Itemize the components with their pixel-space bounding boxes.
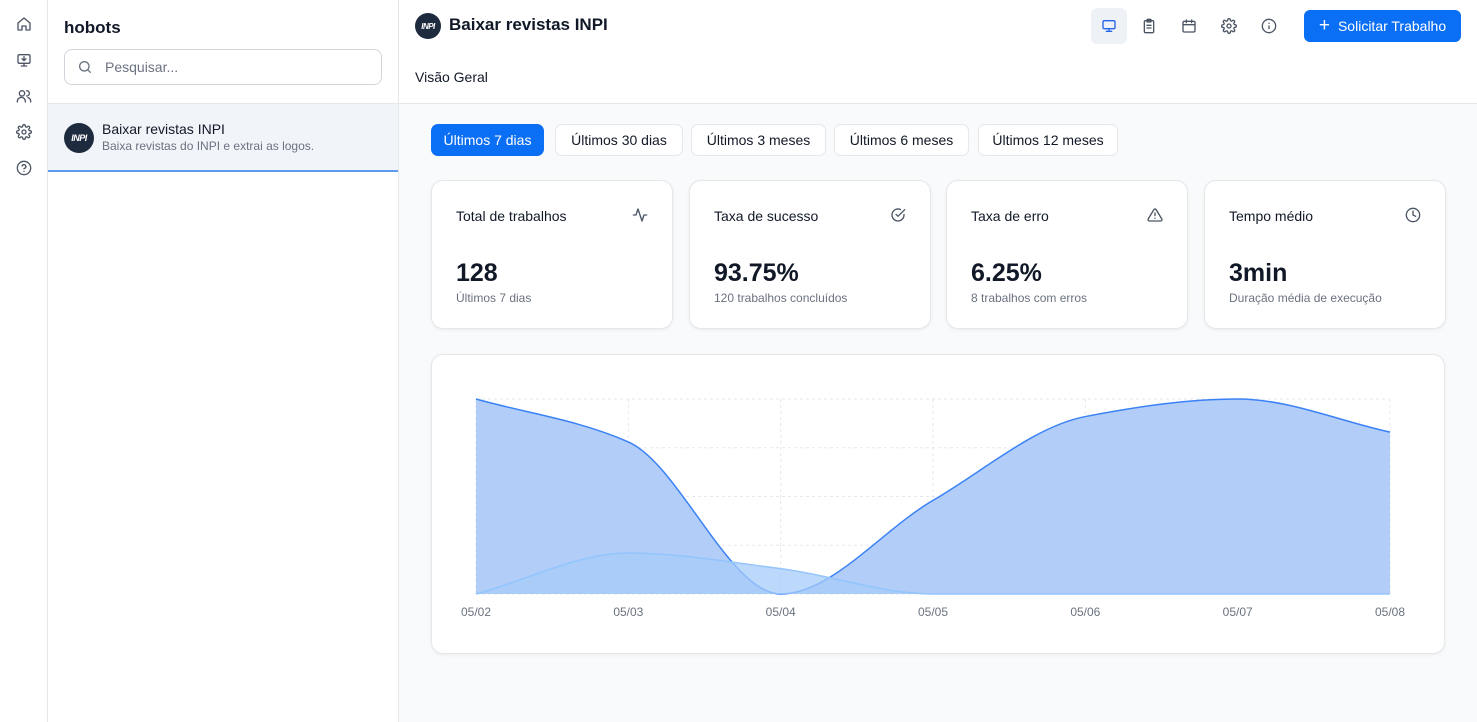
jobs-area-chart: 05/02 05/03 05/04 05/05 05/06 05/07 05/08 <box>461 398 1405 619</box>
request-job-label: Solicitar Trabalho <box>1337 18 1447 34</box>
bot-list-item[interactable]: INPI Baixar revistas INPI Baixa revistas… <box>48 104 398 172</box>
range-6-months[interactable]: Últimos 6 meses <box>834 124 969 156</box>
stat-card-total-jobs: Total de trabalhos 128 Últimos 7 dias <box>431 180 673 329</box>
stat-card-error-rate: Taxa de erro 6.25% 8 trabalhos com erros <box>946 180 1188 329</box>
clock-icon <box>1405 207 1421 223</box>
help-icon[interactable] <box>12 156 36 180</box>
series-1-line <box>475 398 1391 595</box>
request-job-button[interactable]: + Solicitar Trabalho <box>1304 10 1461 42</box>
x-tick-label: 05/08 <box>1375 605 1405 619</box>
stat-subtitle: 120 trabalhos concluídos <box>714 291 848 305</box>
range-12-months[interactable]: Últimos 12 meses <box>978 124 1118 156</box>
stat-card-success-rate: Taxa de sucesso 93.75% 120 trabalhos con… <box>689 180 931 329</box>
bot-title: Baixar revistas INPI <box>102 121 225 137</box>
sidebar: hobots INPI Baixar revistas INPI Baixa r… <box>48 0 399 722</box>
x-tick-label: 05/04 <box>766 605 796 619</box>
search-icon <box>79 60 91 73</box>
search-box[interactable] <box>64 49 382 85</box>
series-1-area <box>476 399 1390 594</box>
home-icon[interactable] <box>12 12 36 36</box>
stat-subtitle: 8 trabalhos com erros <box>971 291 1088 305</box>
sidebar-divider <box>48 103 398 104</box>
x-tick-label: 05/06 <box>1070 605 1100 619</box>
range-30-days[interactable]: Últimos 30 dias <box>555 124 683 156</box>
warning-icon <box>1147 207 1163 223</box>
app-name: hobots <box>64 18 121 37</box>
stat-value: 93.75% <box>714 259 799 287</box>
stat-value: 128 <box>456 259 498 287</box>
page-header: INPI Baixar revistas INPI Visão Geral + … <box>399 0 1477 104</box>
gear-icon[interactable] <box>12 120 36 144</box>
tab-overview[interactable]: Visão Geral <box>415 69 488 85</box>
plus-icon: + <box>1318 14 1330 36</box>
stat-title: Taxa de erro <box>971 208 1049 224</box>
stat-subtitle: Últimos 7 dias <box>456 291 532 305</box>
stat-value: 3min <box>1229 259 1288 287</box>
bot-description: Baixa revistas do INPI e extrai as logos… <box>102 139 315 153</box>
x-tick-label: 05/05 <box>918 605 948 619</box>
main-content: Últimos 7 dias Últimos 30 dias Últimos 3… <box>399 104 1477 722</box>
page-title: Baixar revistas INPI <box>449 15 608 34</box>
stat-card-average-time: Tempo médio 3min Duração média de execuç… <box>1204 180 1446 329</box>
bot-logo: INPI <box>64 123 94 153</box>
activity-icon <box>632 207 648 223</box>
header-logo: INPI <box>415 13 441 39</box>
monitor-download-icon[interactable] <box>12 48 36 72</box>
gear-icon[interactable] <box>1211 8 1247 44</box>
check-circle-icon <box>890 207 906 223</box>
stat-subtitle: Duração média de execução <box>1229 291 1382 305</box>
stat-title: Total de trabalhos <box>456 208 567 224</box>
x-tick-label: 05/07 <box>1223 605 1253 619</box>
stat-title: Tempo médio <box>1229 208 1314 224</box>
monitor-icon[interactable] <box>1091 8 1127 44</box>
icon-rail <box>0 0 48 722</box>
jobs-chart-card: 05/02 05/03 05/04 05/05 05/06 05/07 05/08 <box>431 354 1445 654</box>
users-icon[interactable] <box>12 84 36 108</box>
x-tick-label: 05/03 <box>613 605 643 619</box>
search-input[interactable] <box>105 59 375 75</box>
series-2-area <box>476 553 1390 594</box>
stat-value: 6.25% <box>971 259 1042 287</box>
clipboard-icon[interactable] <box>1131 8 1167 44</box>
range-3-months[interactable]: Últimos 3 meses <box>691 124 826 156</box>
stat-title: Taxa de sucesso <box>714 208 819 224</box>
series-2-line <box>475 552 1390 595</box>
x-tick-label: 05/02 <box>461 605 491 619</box>
info-icon[interactable] <box>1251 8 1287 44</box>
range-7-days[interactable]: Últimos 7 dias <box>431 124 544 156</box>
calendar-icon[interactable] <box>1171 8 1207 44</box>
